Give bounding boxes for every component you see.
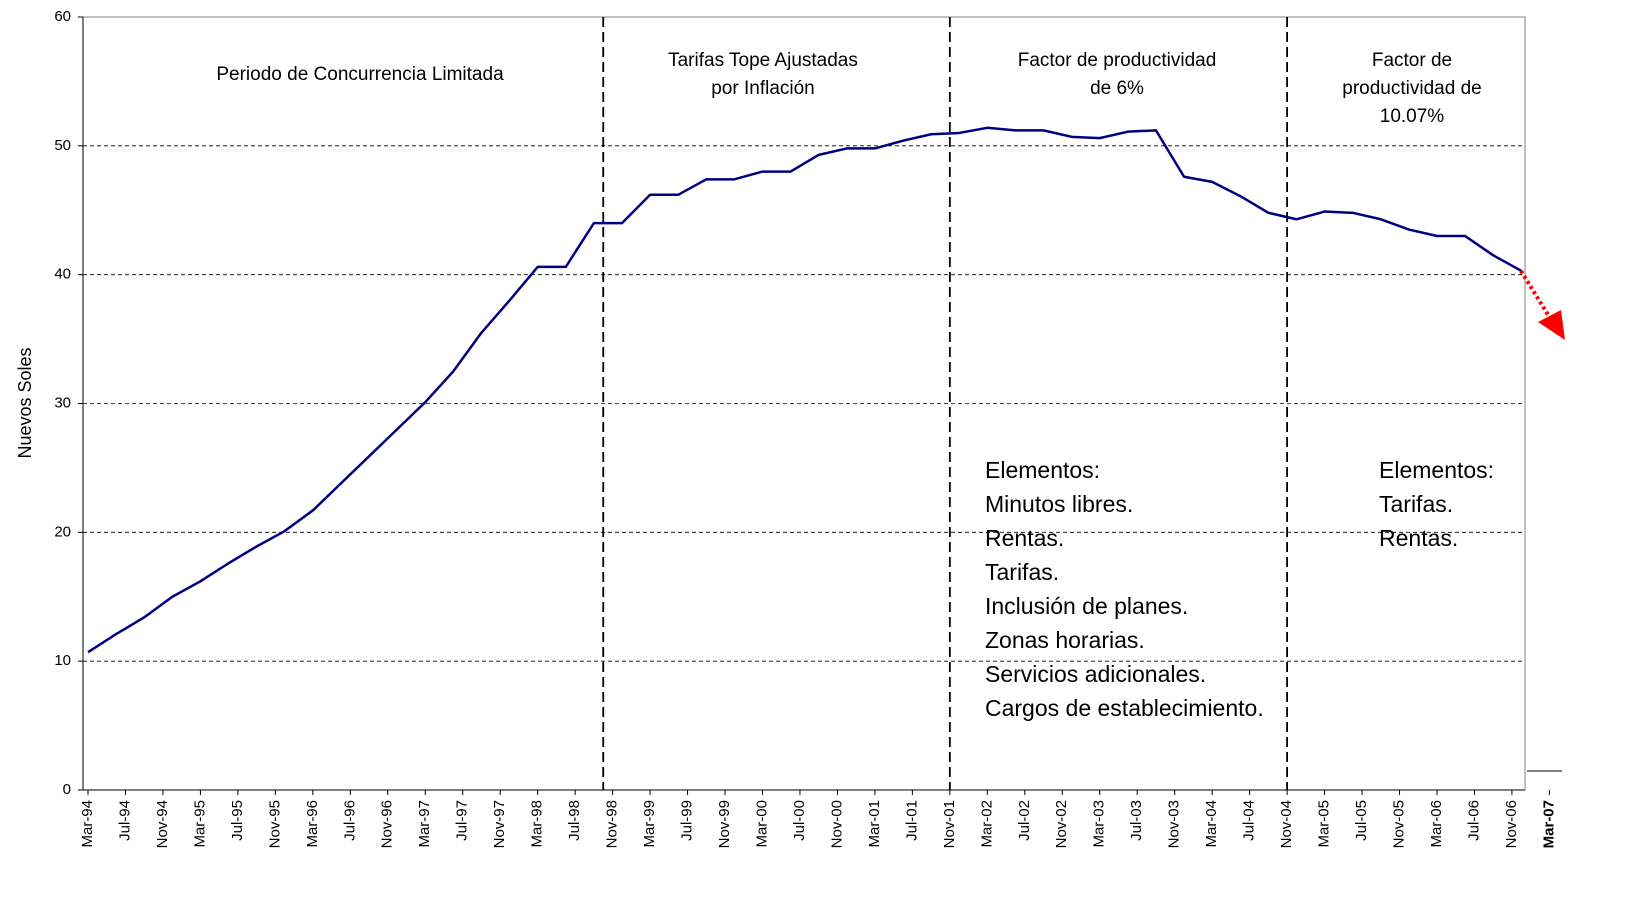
x-tick-label: Mar-01	[866, 800, 883, 848]
x-tick-label: Mar-95	[191, 800, 208, 848]
element-item: Elementos:	[1379, 457, 1494, 483]
x-tick-label: Mar-02	[978, 800, 995, 848]
period-label: por Inflación	[711, 78, 815, 99]
x-tick-label: Jul-02	[1016, 800, 1033, 841]
x-tick-label: Jul-96	[341, 800, 358, 841]
x-tick-label: Mar-97	[416, 800, 433, 848]
x-tick-label: Mar-06	[1428, 800, 1445, 848]
element-item: Zonas horarias.	[985, 627, 1145, 653]
arrow-head	[1538, 310, 1565, 340]
x-tick-label: Jul-05	[1353, 800, 1370, 841]
x-tick-label: Nov-95	[266, 800, 283, 848]
x-tick-label: Nov-94	[154, 800, 171, 848]
x-tick-label: Mar-05	[1316, 800, 1333, 848]
period-label: Factor de productividad	[1018, 50, 1217, 71]
element-item: Elementos:	[985, 457, 1100, 483]
x-tick-label: Nov-06	[1503, 800, 1520, 848]
x-tick-label: Jul-03	[1128, 800, 1145, 841]
x-tick-label: Nov-03	[1166, 800, 1183, 848]
period-label: Periodo de Concurrencia Limitada	[216, 64, 504, 85]
element-item: Cargos de establecimiento.	[985, 695, 1264, 721]
x-tick-label: Nov-05	[1390, 800, 1407, 848]
x-tick-label: Mar-07	[1540, 800, 1557, 848]
x-tick-label: Jul-98	[566, 800, 583, 841]
period-label: 10.07%	[1380, 106, 1445, 127]
trend-arrow	[1519, 269, 1565, 340]
x-tick-label: Mar-94	[79, 800, 96, 848]
x-tick-label: Mar-03	[1091, 800, 1108, 848]
element-item: Inclusión de planes.	[985, 593, 1188, 619]
x-tick-label: Jul-00	[791, 800, 808, 841]
period-label: de 6%	[1090, 78, 1144, 99]
element-item: Minutos libres.	[985, 491, 1133, 517]
x-tick-label: Mar-00	[753, 800, 770, 848]
x-tick-label: Mar-99	[641, 800, 658, 848]
period-label: productividad de	[1342, 78, 1481, 99]
y-axis-label: Nuevos Soles	[15, 347, 35, 458]
y-tick-label: 0	[63, 781, 71, 798]
y-tick-label: 20	[54, 523, 71, 540]
x-tick-label: Mar-04	[1203, 800, 1220, 848]
element-item: Tarifas.	[985, 559, 1059, 585]
element-item: Rentas.	[1379, 525, 1458, 551]
y-tick-label: 10	[54, 652, 71, 669]
x-tick-label: Jul-06	[1465, 800, 1482, 841]
x-tick-label: Jul-01	[903, 800, 920, 841]
x-tick-label: Nov-96	[379, 800, 396, 848]
element-item: Rentas.	[985, 525, 1064, 551]
x-tick-label: Nov-02	[1053, 800, 1070, 848]
data-line	[87, 126, 1522, 654]
y-tick-label: 50	[54, 137, 71, 154]
x-tick-label: Nov-04	[1278, 800, 1295, 848]
element-item: Servicios adicionales.	[985, 661, 1206, 687]
x-tick-label: Nov-01	[941, 800, 958, 848]
y-tick-label: 30	[54, 394, 71, 411]
period-label: Tarifas Tope Ajustadas	[668, 50, 858, 71]
x-tick-label: Nov-99	[716, 800, 733, 848]
y-tick-label: 40	[54, 266, 71, 283]
element-item: Tarifas.	[1379, 491, 1453, 517]
x-tick-label: Jul-97	[454, 800, 471, 841]
period-label: Factor de	[1372, 50, 1452, 71]
x-tick-label: Jul-94	[116, 800, 133, 841]
x-tick-label: Mar-98	[529, 800, 546, 848]
x-tick-label: Nov-97	[491, 800, 508, 848]
x-tick-label: Mar-96	[304, 800, 321, 848]
x-tick-label: Nov-98	[604, 800, 621, 848]
x-tick-label: Nov-00	[828, 800, 845, 848]
y-tick-label: 60	[54, 8, 71, 25]
x-tick-label: Jul-99	[679, 800, 696, 841]
x-tick-label: Jul-95	[229, 800, 246, 841]
x-tick-label: Jul-04	[1241, 800, 1258, 841]
